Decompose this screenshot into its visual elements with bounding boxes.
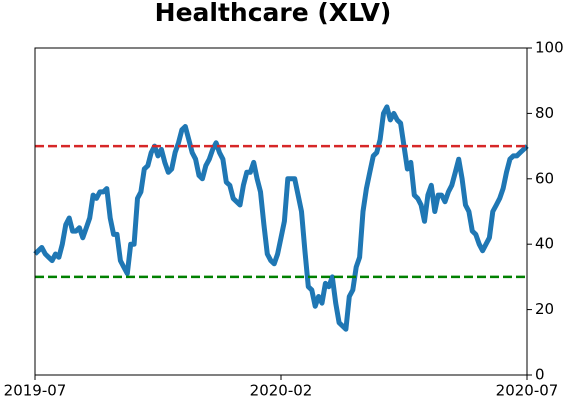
y-tick-label: 100 [535,39,564,57]
y-tick-label: 60 [535,169,554,187]
chart-title: Healthcare (XLV) [155,0,392,27]
x-tick-label: 2019-07 [4,382,67,400]
x-tick-label: 2020-02 [250,382,313,400]
plot-frame [34,47,528,376]
y-tick-label: 40 [535,235,554,253]
data-line [33,104,529,332]
y-tick-label: 0 [535,366,545,384]
x-tick-label: 2020-07 [496,382,559,400]
y-tick-label: 20 [535,300,554,318]
y-tick-label: 80 [535,104,554,122]
